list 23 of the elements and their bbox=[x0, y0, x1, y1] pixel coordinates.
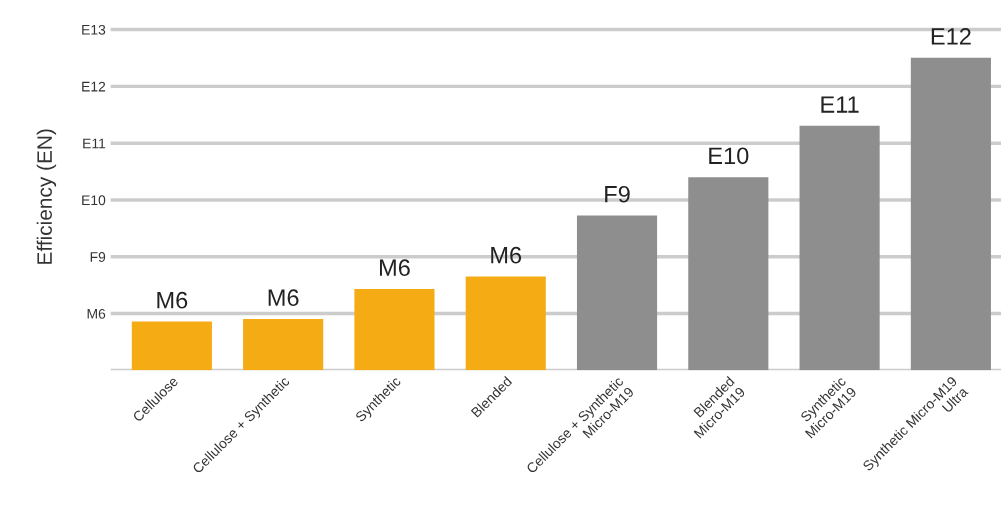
annotation: M6 bbox=[268, 289, 299, 307]
annotation: M6 bbox=[379, 259, 410, 277]
bar bbox=[799, 125, 880, 371]
text: E13 bbox=[82, 24, 106, 35]
annotation: E12 bbox=[931, 27, 971, 45]
text: F9 bbox=[90, 252, 106, 262]
text: E10 bbox=[82, 195, 106, 206]
annotation: E11 bbox=[821, 96, 859, 113]
annotation: F9 bbox=[605, 185, 630, 203]
text: E12 bbox=[82, 81, 106, 92]
bar bbox=[243, 319, 324, 371]
annotation: M6 bbox=[157, 291, 188, 309]
annotation: E10 bbox=[709, 147, 749, 165]
bar bbox=[576, 215, 658, 371]
text: M6 bbox=[87, 308, 106, 319]
text: E11 bbox=[83, 138, 106, 149]
annotation: M6 bbox=[491, 246, 522, 264]
bar bbox=[465, 276, 546, 371]
y-axis-title: Efficiency (EN) bbox=[36, 129, 57, 264]
bar bbox=[131, 321, 212, 371]
bar bbox=[910, 57, 991, 371]
bar bbox=[354, 289, 435, 371]
bar bbox=[688, 177, 769, 371]
